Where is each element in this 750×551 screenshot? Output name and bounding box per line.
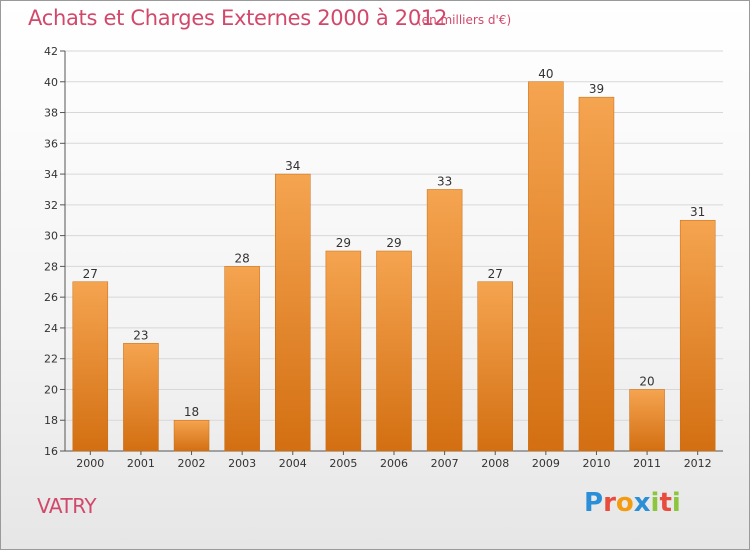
data-label: 31: [690, 205, 705, 219]
y-tick-label: 36: [44, 137, 58, 150]
data-label: 18: [184, 405, 199, 419]
x-tick-label: 2000: [76, 457, 104, 470]
data-label: 34: [285, 159, 300, 173]
brand-letter: x: [633, 488, 651, 518]
data-label: 20: [639, 374, 654, 388]
bar: [376, 250, 412, 452]
brand-letter: t: [659, 488, 672, 518]
bar: [578, 96, 615, 452]
bar: [72, 281, 109, 452]
y-tick-label: 30: [44, 230, 58, 243]
x-tick-label: 2011: [633, 457, 661, 470]
bar: [173, 419, 210, 452]
brand-letter: i: [671, 488, 681, 518]
data-label: 23: [133, 328, 148, 342]
x-tick-label: 2007: [431, 457, 459, 470]
x-tick-label: 2005: [329, 457, 357, 470]
y-tick-label: 28: [44, 260, 58, 273]
data-label: 29: [336, 236, 351, 250]
y-tick-label: 20: [44, 383, 58, 396]
brand-letter: o: [615, 488, 634, 518]
x-tick-label: 2008: [481, 457, 509, 470]
y-tick-label: 34: [44, 168, 58, 181]
brand-logo: Proxiti: [584, 488, 681, 518]
x-tick-label: 2006: [380, 457, 408, 470]
x-tick-label: 2012: [684, 457, 712, 470]
data-label: 27: [83, 267, 98, 281]
bar: [426, 189, 463, 452]
x-tick-label: 2009: [532, 457, 560, 470]
data-label: 40: [538, 67, 553, 81]
brand-letter: i: [650, 488, 660, 518]
bar: [528, 81, 564, 452]
y-tick-label: 26: [44, 291, 58, 304]
x-tick-label: 2002: [178, 457, 206, 470]
data-label: 39: [589, 82, 604, 96]
bar: [477, 281, 513, 452]
bar: [679, 219, 716, 452]
brand-letter: r: [603, 488, 616, 518]
x-tick-label: 2004: [279, 457, 307, 470]
y-tick-label: 38: [44, 107, 58, 120]
bar: [224, 266, 260, 452]
y-tick-label: 40: [44, 76, 58, 89]
y-tick-label: 16: [44, 445, 58, 458]
data-label: 29: [386, 236, 401, 250]
y-tick-label: 24: [44, 322, 58, 335]
chart-title: Achats et Charges Externes 2000 à 2012: [28, 6, 448, 30]
location-label: VATRY: [37, 494, 97, 518]
y-tick-label: 22: [44, 353, 58, 366]
data-label: 27: [488, 267, 503, 281]
data-label: 33: [437, 174, 452, 188]
data-label: 28: [235, 251, 250, 265]
bar: [275, 173, 311, 452]
bars: [72, 81, 716, 452]
labels: 16 18 20 22 24 26 28 30 32 34 36 38 40 42 2000 27 2001 23…: [44, 45, 712, 470]
unit-note: (en milliers d'€): [417, 13, 512, 27]
y-tick-label: 32: [44, 199, 58, 212]
bar: [123, 343, 159, 452]
x-tick-label: 2001: [127, 457, 155, 470]
y-tick-label: 42: [44, 45, 58, 58]
x-tick-label: 2010: [582, 457, 610, 470]
bar: [629, 389, 665, 452]
bar: [325, 250, 362, 452]
y-tick-label: 18: [44, 414, 58, 427]
x-tick-label: 2003: [228, 457, 256, 470]
brand-letter: P: [584, 488, 604, 518]
